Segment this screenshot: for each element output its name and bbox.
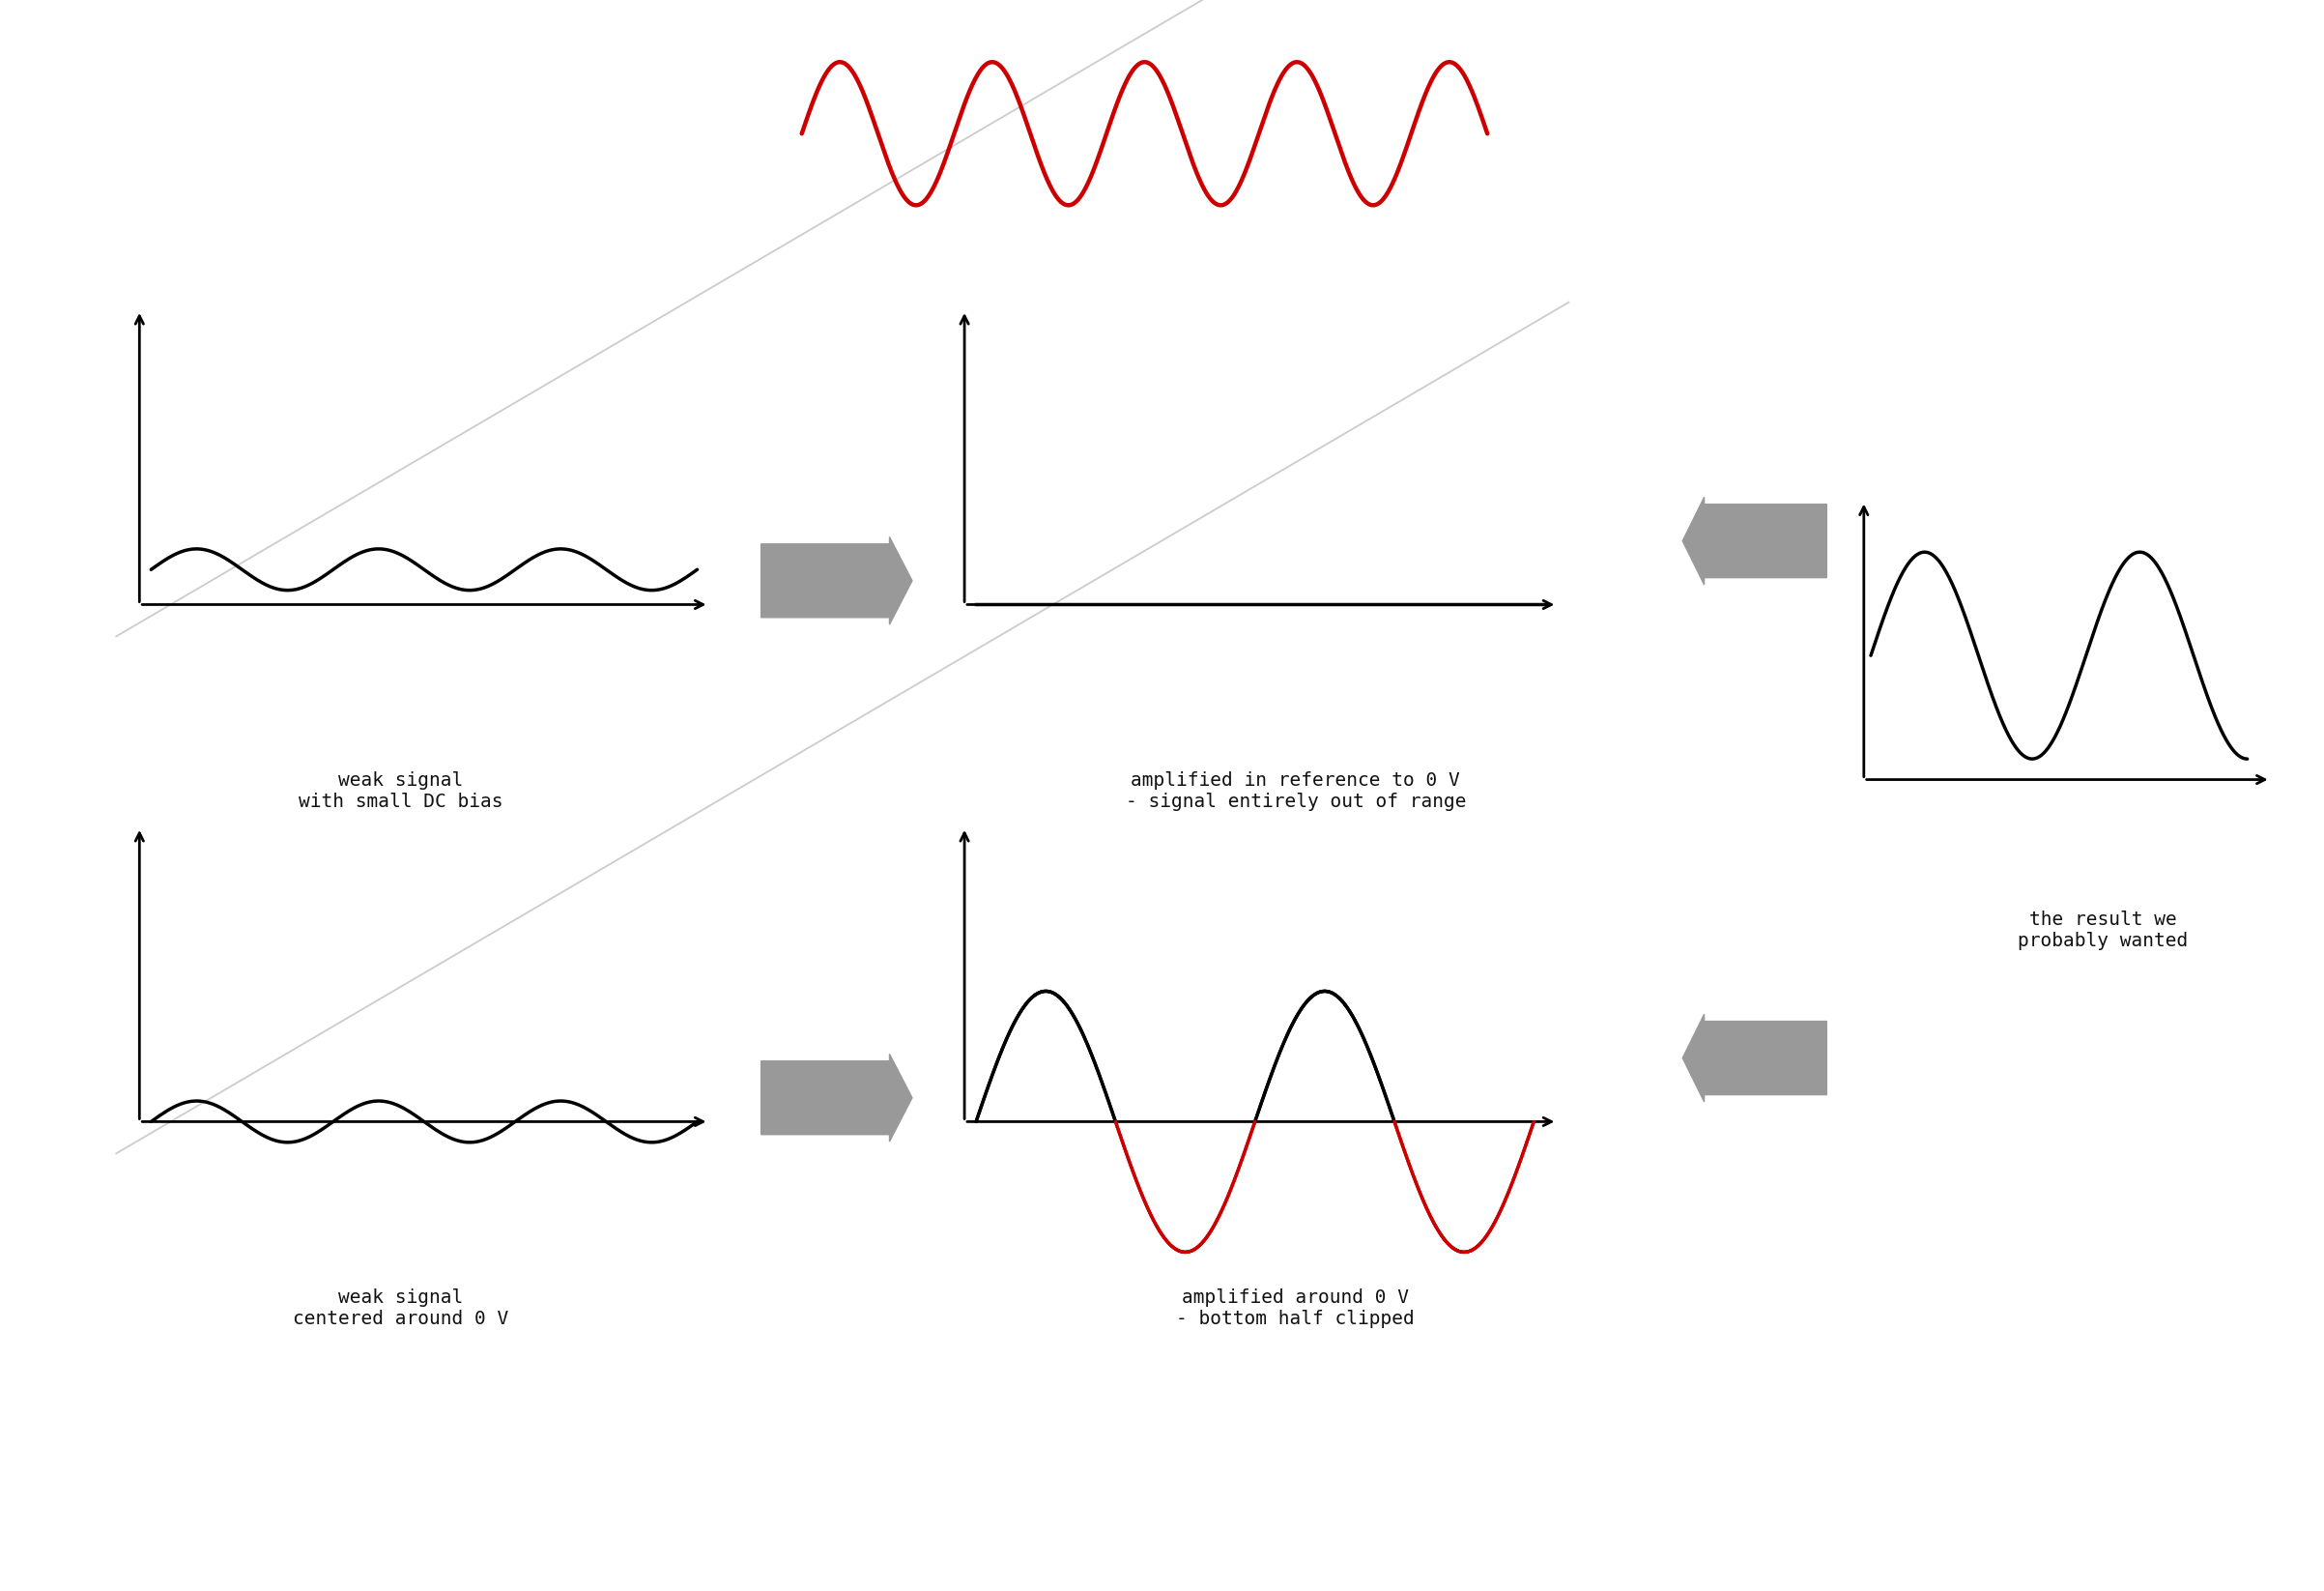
Polygon shape: [1683, 1015, 1827, 1103]
Polygon shape: [1683, 498, 1827, 585]
Text: weak signal
centered around 0 V: weak signal centered around 0 V: [293, 1289, 509, 1328]
Polygon shape: [762, 538, 911, 625]
Text: amplified around 0 V
- bottom half clipped: amplified around 0 V - bottom half clipp…: [1176, 1289, 1415, 1328]
Text: amplified in reference to 0 V
- signal entirely out of range: amplified in reference to 0 V - signal e…: [1125, 772, 1466, 811]
Polygon shape: [762, 1053, 911, 1142]
Text: weak signal
with small DC bias: weak signal with small DC bias: [300, 772, 502, 811]
Text: the result we
probably wanted: the result we probably wanted: [2017, 912, 2189, 950]
